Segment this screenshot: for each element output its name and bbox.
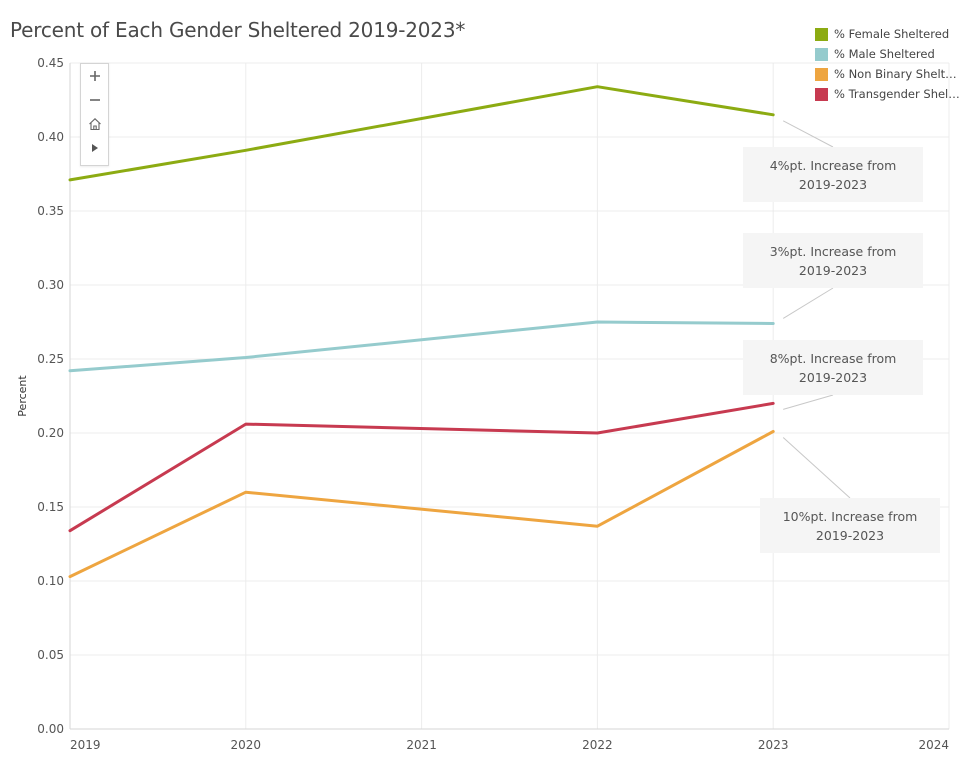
y-tick-label: 0.35	[37, 204, 64, 218]
legend-label: % Female Sheltered	[834, 27, 950, 41]
legend-label: % Non Binary Shelte...	[834, 67, 962, 81]
x-tick-label: 2020	[231, 738, 262, 752]
series-line-1[interactable]	[68, 320, 775, 373]
minus-icon	[89, 99, 100, 101]
y-tick-label: 0.40	[37, 130, 64, 144]
series-line-2[interactable]	[68, 430, 775, 579]
legend-swatch	[815, 67, 828, 81]
annotation-connector	[783, 394, 834, 410]
y-tick-label: 0.05	[37, 648, 64, 662]
legend-item[interactable]: % Transgender Shelt...	[815, 84, 962, 104]
y-axis-label: Percent	[16, 375, 29, 417]
y-tick-label: 0.20	[37, 426, 64, 440]
legend-label: % Male Sheltered	[834, 47, 935, 61]
legend-swatch	[815, 87, 828, 101]
chart-title: Percent of Each Gender Sheltered 2019-20…	[10, 18, 466, 42]
home-icon	[88, 118, 101, 131]
x-tick-label: 2023	[758, 738, 789, 752]
legend: % Female Sheltered % Male Sheltered % Non …	[815, 24, 962, 104]
legend-item[interactable]: % Male Sheltered	[815, 44, 962, 64]
plus-icon	[89, 71, 100, 81]
annotation-connector	[782, 120, 834, 148]
x-tick-label: 2021	[406, 738, 437, 752]
y-tick-label: 0.25	[37, 352, 64, 366]
y-tick-label: 0.00	[37, 722, 64, 736]
legend-item[interactable]: % Female Sheltered	[815, 24, 962, 44]
y-tick-label: 0.10	[37, 574, 64, 588]
y-tick-label: 0.30	[37, 278, 64, 292]
annotation-box: 3%pt. Increase from 2019-2023	[743, 233, 923, 288]
play-icon	[91, 144, 98, 152]
x-tick-label: 2022	[582, 738, 613, 752]
annotation-box: 4%pt. Increase from 2019-2023	[743, 147, 923, 202]
play-button[interactable]	[81, 136, 108, 160]
y-tick-label: 0.45	[37, 56, 64, 70]
annotation-box: 8%pt. Increase from 2019-2023	[743, 340, 923, 395]
x-tick-label: 2024	[918, 738, 949, 752]
home-button[interactable]	[81, 112, 108, 136]
series-line-3[interactable]	[68, 401, 775, 533]
y-tick-label: 0.15	[37, 500, 64, 514]
annotation-connector	[782, 437, 851, 499]
annotation-box: 10%pt. Increase from 2019-2023	[760, 498, 940, 553]
view-toolbar	[80, 63, 109, 166]
legend-item[interactable]: % Non Binary Shelte...	[815, 64, 962, 84]
series-line-0[interactable]	[68, 85, 775, 182]
zoom-out-button[interactable]	[81, 88, 108, 112]
annotation-connector	[782, 287, 834, 319]
legend-label: % Transgender Shelt...	[834, 87, 962, 101]
x-tick-label: 2019	[70, 738, 101, 752]
legend-swatch	[815, 47, 828, 61]
legend-swatch	[815, 27, 828, 41]
zoom-in-button[interactable]	[81, 64, 108, 88]
